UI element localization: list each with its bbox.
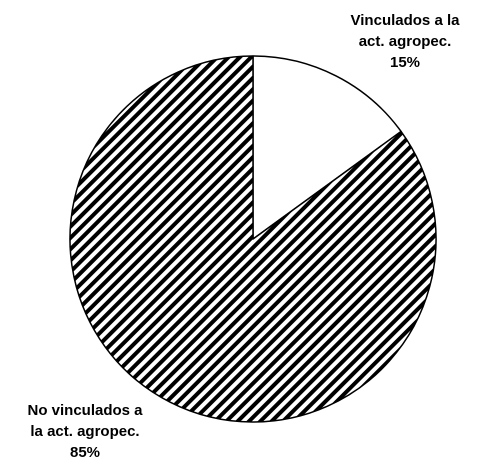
slice-percent-label: 15% bbox=[389, 54, 421, 71]
pie-slice-no-vinculados bbox=[69, 55, 437, 423]
pie-slice-vinculados bbox=[252, 55, 402, 240]
slice-percent-label: 85% bbox=[69, 444, 101, 461]
slice-label-line: act. agropec. bbox=[358, 33, 452, 50]
slice-label-line: Vinculados a la bbox=[350, 12, 460, 29]
pie-slices bbox=[69, 55, 437, 423]
slice-label-line: la act. agropec. bbox=[30, 423, 140, 440]
slice-label-vinculados: Vinculados a la act. agropec. 15% bbox=[330, 10, 480, 73]
slice-label-no-vinculados: No vinculados a la act. agropec. 85% bbox=[0, 400, 170, 463]
slice-label-line: No vinculados a bbox=[27, 402, 143, 419]
